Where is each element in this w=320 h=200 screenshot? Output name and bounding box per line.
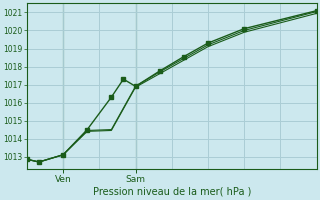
X-axis label: Pression niveau de la mer( hPa ): Pression niveau de la mer( hPa ) bbox=[92, 187, 251, 197]
